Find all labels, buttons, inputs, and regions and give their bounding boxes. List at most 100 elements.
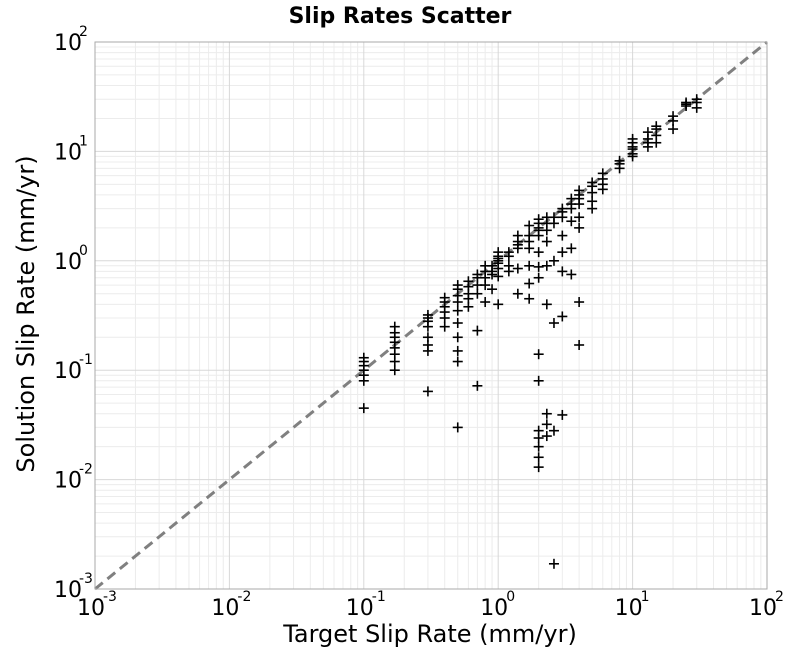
data-point bbox=[557, 311, 568, 322]
x-tick-label: 10-2 bbox=[211, 589, 251, 621]
data-point bbox=[472, 288, 483, 299]
data-point bbox=[533, 247, 544, 258]
data-point bbox=[524, 293, 535, 304]
data-point bbox=[533, 462, 544, 473]
data-point bbox=[627, 151, 638, 162]
data-point bbox=[541, 431, 552, 442]
x-tick-label: 10-1 bbox=[346, 589, 386, 621]
data-point bbox=[691, 94, 702, 105]
data-point bbox=[463, 301, 474, 312]
svg-text:1: 1 bbox=[79, 133, 88, 149]
svg-text:2: 2 bbox=[775, 589, 784, 605]
data-point bbox=[597, 184, 608, 195]
data-point bbox=[389, 356, 400, 367]
data-point bbox=[512, 288, 523, 299]
y-axis-label: Solution Slip Rate (mm/yr) bbox=[12, 155, 40, 472]
data-point bbox=[389, 365, 400, 376]
svg-text:-1: -1 bbox=[372, 589, 386, 605]
data-point bbox=[524, 220, 535, 231]
data-point bbox=[472, 380, 483, 391]
data-point bbox=[557, 230, 568, 241]
data-point bbox=[389, 321, 400, 332]
data-point bbox=[512, 230, 523, 241]
svg-text:-1: -1 bbox=[79, 352, 93, 368]
data-point bbox=[452, 280, 463, 291]
svg-text:10: 10 bbox=[54, 31, 82, 56]
data-point bbox=[642, 127, 653, 138]
data-point bbox=[422, 345, 433, 356]
data-point bbox=[548, 212, 559, 223]
svg-text:-3: -3 bbox=[103, 589, 117, 605]
data-point bbox=[566, 216, 577, 227]
data-point bbox=[541, 260, 552, 271]
data-point bbox=[691, 102, 702, 113]
data-point bbox=[574, 339, 585, 350]
svg-text:0: 0 bbox=[506, 589, 515, 605]
data-point bbox=[533, 433, 544, 444]
data-point bbox=[541, 419, 552, 430]
data-point bbox=[439, 321, 450, 332]
svg-text:10: 10 bbox=[54, 578, 82, 603]
data-point bbox=[463, 276, 474, 287]
data-point bbox=[503, 266, 514, 277]
y-tick-label: 102 bbox=[54, 24, 88, 56]
data-point bbox=[574, 222, 585, 233]
svg-text:10: 10 bbox=[749, 596, 777, 621]
data-point bbox=[548, 558, 559, 569]
data-point bbox=[642, 141, 653, 152]
data-point bbox=[533, 375, 544, 386]
x-axis-label: Target Slip Rate (mm/yr) bbox=[282, 620, 577, 648]
data-point bbox=[533, 272, 544, 283]
data-point bbox=[651, 137, 662, 148]
data-point bbox=[566, 269, 577, 280]
data-point bbox=[472, 269, 483, 280]
data-point bbox=[452, 345, 463, 356]
svg-text:10: 10 bbox=[54, 250, 82, 275]
plot-frame bbox=[94, 41, 768, 590]
data-point bbox=[452, 356, 463, 367]
data-point bbox=[541, 236, 552, 247]
data-point bbox=[541, 299, 552, 310]
data-point bbox=[524, 278, 535, 289]
data-point bbox=[651, 121, 662, 132]
data-point bbox=[487, 260, 498, 271]
data-point bbox=[574, 212, 585, 223]
chart-title: Slip Rates Scatter bbox=[289, 4, 512, 29]
svg-text:10: 10 bbox=[77, 596, 105, 621]
data-point bbox=[493, 299, 504, 310]
data-point bbox=[533, 452, 544, 463]
data-point bbox=[597, 168, 608, 179]
data-point bbox=[541, 408, 552, 419]
data-point bbox=[452, 318, 463, 329]
y-tick-label: 101 bbox=[54, 133, 88, 165]
svg-text:10: 10 bbox=[346, 596, 374, 621]
data-point bbox=[557, 409, 568, 420]
svg-text:-2: -2 bbox=[79, 462, 93, 478]
data-point bbox=[439, 313, 450, 324]
y-tick-label: 10-3 bbox=[54, 571, 93, 603]
data-point bbox=[524, 260, 535, 271]
svg-text:0: 0 bbox=[79, 243, 88, 259]
data-point bbox=[533, 441, 544, 452]
data-points bbox=[358, 94, 702, 569]
svg-text:10: 10 bbox=[54, 469, 82, 494]
data-point bbox=[493, 271, 504, 282]
data-point bbox=[681, 99, 692, 110]
data-point bbox=[533, 214, 544, 225]
data-point bbox=[493, 247, 504, 258]
data-point bbox=[587, 203, 598, 214]
svg-text:10: 10 bbox=[615, 596, 643, 621]
data-point bbox=[533, 261, 544, 272]
y-tick-label: 100 bbox=[54, 243, 88, 275]
data-point bbox=[487, 284, 498, 295]
data-point bbox=[422, 386, 433, 397]
data-point bbox=[548, 255, 559, 266]
data-point bbox=[548, 425, 559, 436]
grid bbox=[94, 41, 768, 590]
data-point bbox=[668, 124, 679, 135]
svg-text:1: 1 bbox=[641, 589, 650, 605]
data-point bbox=[627, 141, 638, 152]
data-point bbox=[574, 297, 585, 308]
data-point bbox=[358, 403, 369, 414]
